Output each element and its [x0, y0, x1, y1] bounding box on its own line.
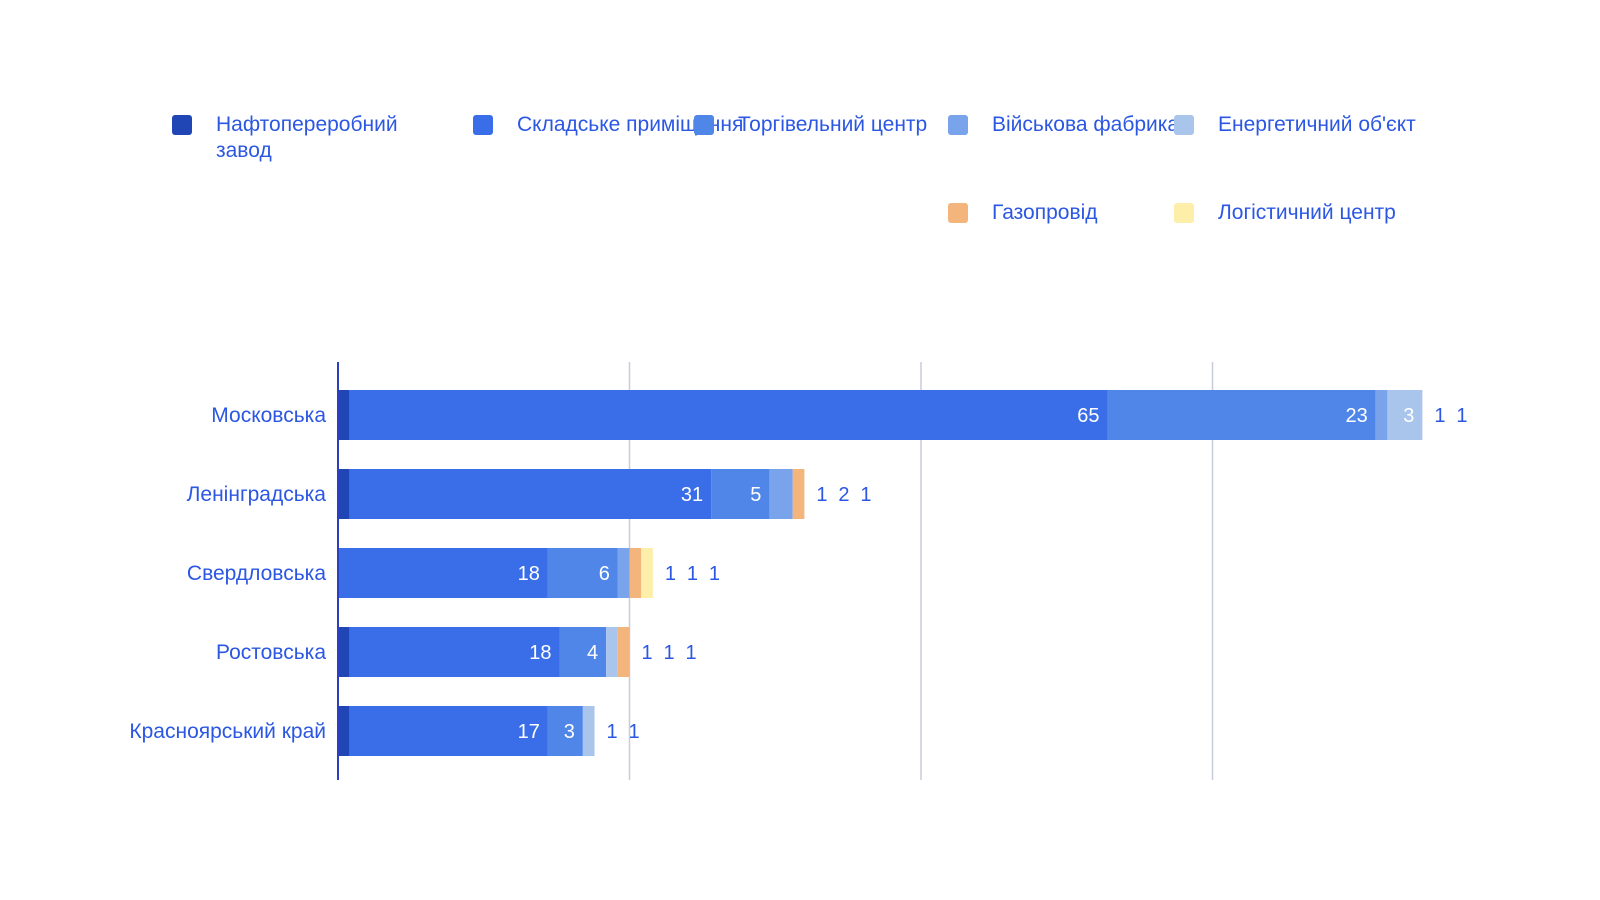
legend-label: Нафтопереробний завод: [216, 113, 398, 162]
data-label: 2: [838, 484, 849, 506]
legend-item-gas-pipeline: Газопровід: [948, 200, 1098, 226]
bar-segment: [338, 548, 548, 598]
data-label: 1: [607, 721, 618, 743]
legend-swatch: [694, 115, 714, 135]
legend-swatch: [1174, 203, 1194, 223]
bar-segment: [338, 706, 350, 756]
data-label: 1: [686, 642, 697, 664]
category-label: Московська: [211, 404, 326, 427]
legend-swatch: [473, 115, 493, 135]
bar-segment: [1107, 390, 1376, 440]
legend-item-military-factory: Військова фабрика: [948, 112, 1179, 138]
bar-segment: [792, 469, 805, 519]
data-label: 1: [816, 484, 827, 506]
data-label: 1: [860, 484, 871, 506]
legend-swatch: [948, 115, 968, 135]
data-label: 1: [1456, 405, 1467, 427]
category-label: Ростовська: [216, 641, 326, 664]
bar-segment: [559, 627, 607, 677]
legend-item-shopping-center: Торгівельний центр: [694, 112, 927, 138]
legend-swatch: [1174, 115, 1194, 135]
bar-segment: [711, 469, 770, 519]
data-label: 3: [564, 721, 575, 743]
bar-segment: [349, 706, 548, 756]
bar-segment: [547, 548, 618, 598]
legend-item-logistics-center: Логістичний центр: [1174, 200, 1396, 226]
data-label: 1: [642, 642, 653, 664]
bar-segment: [617, 548, 630, 598]
data-label: 1: [1434, 405, 1445, 427]
data-label: 23: [1345, 405, 1367, 427]
bar-segment: [338, 390, 350, 440]
legend-label: Торгівельний центр: [738, 113, 928, 136]
bar-segment: [547, 706, 583, 756]
data-label: 5: [750, 484, 761, 506]
bar-segment: [641, 548, 653, 598]
legend-item-energy-facility: Енергетичний об'єкт: [1174, 112, 1416, 138]
category-label: Красноярський край: [129, 720, 326, 743]
legend-swatch: [948, 203, 968, 223]
data-label: 3: [1403, 405, 1414, 427]
bar-segment: [349, 627, 560, 677]
data-label: 1: [664, 642, 675, 664]
data-label: 1: [687, 563, 698, 585]
chart-legend: Нафтопереробний завод Складське приміщен…: [0, 0, 1600, 300]
legend-label: Військова фабрика: [992, 113, 1180, 136]
data-label: 6: [599, 563, 610, 585]
data-label: 18: [518, 563, 540, 585]
legend-swatch: [172, 115, 192, 135]
legend-label: Складське приміщення: [517, 113, 744, 136]
data-label: 1: [709, 563, 720, 585]
data-label: 65: [1077, 405, 1099, 427]
data-label: 17: [518, 721, 540, 743]
legend-item-warehouse: Складське приміщення: [473, 112, 743, 138]
bar-segment: [617, 627, 630, 677]
bar-segment: [606, 627, 618, 677]
bar-segment: [769, 469, 793, 519]
bar-segment: [1387, 390, 1423, 440]
data-label: 1: [629, 721, 640, 743]
bar-segment: [582, 706, 595, 756]
bar-segment: [1375, 390, 1388, 440]
legend-label: Газопровід: [992, 201, 1098, 224]
legend-label: Логістичний центр: [1218, 201, 1396, 224]
legend-item-oil-refinery: Нафтопереробний завод: [172, 112, 446, 164]
data-label: 1: [665, 563, 676, 585]
data-label: 31: [681, 484, 703, 506]
bar-segment: [629, 548, 642, 598]
data-label: 4: [587, 642, 598, 664]
data-label: 18: [529, 642, 551, 664]
bar-segment: [349, 469, 712, 519]
bar-segment: [349, 390, 1108, 440]
category-label: Ленінградська: [187, 483, 327, 506]
category-label: Свердловська: [187, 562, 326, 585]
bar-segment: [338, 627, 350, 677]
legend-label: Енергетичний об'єкт: [1218, 113, 1416, 136]
bar-segment: [338, 469, 350, 519]
